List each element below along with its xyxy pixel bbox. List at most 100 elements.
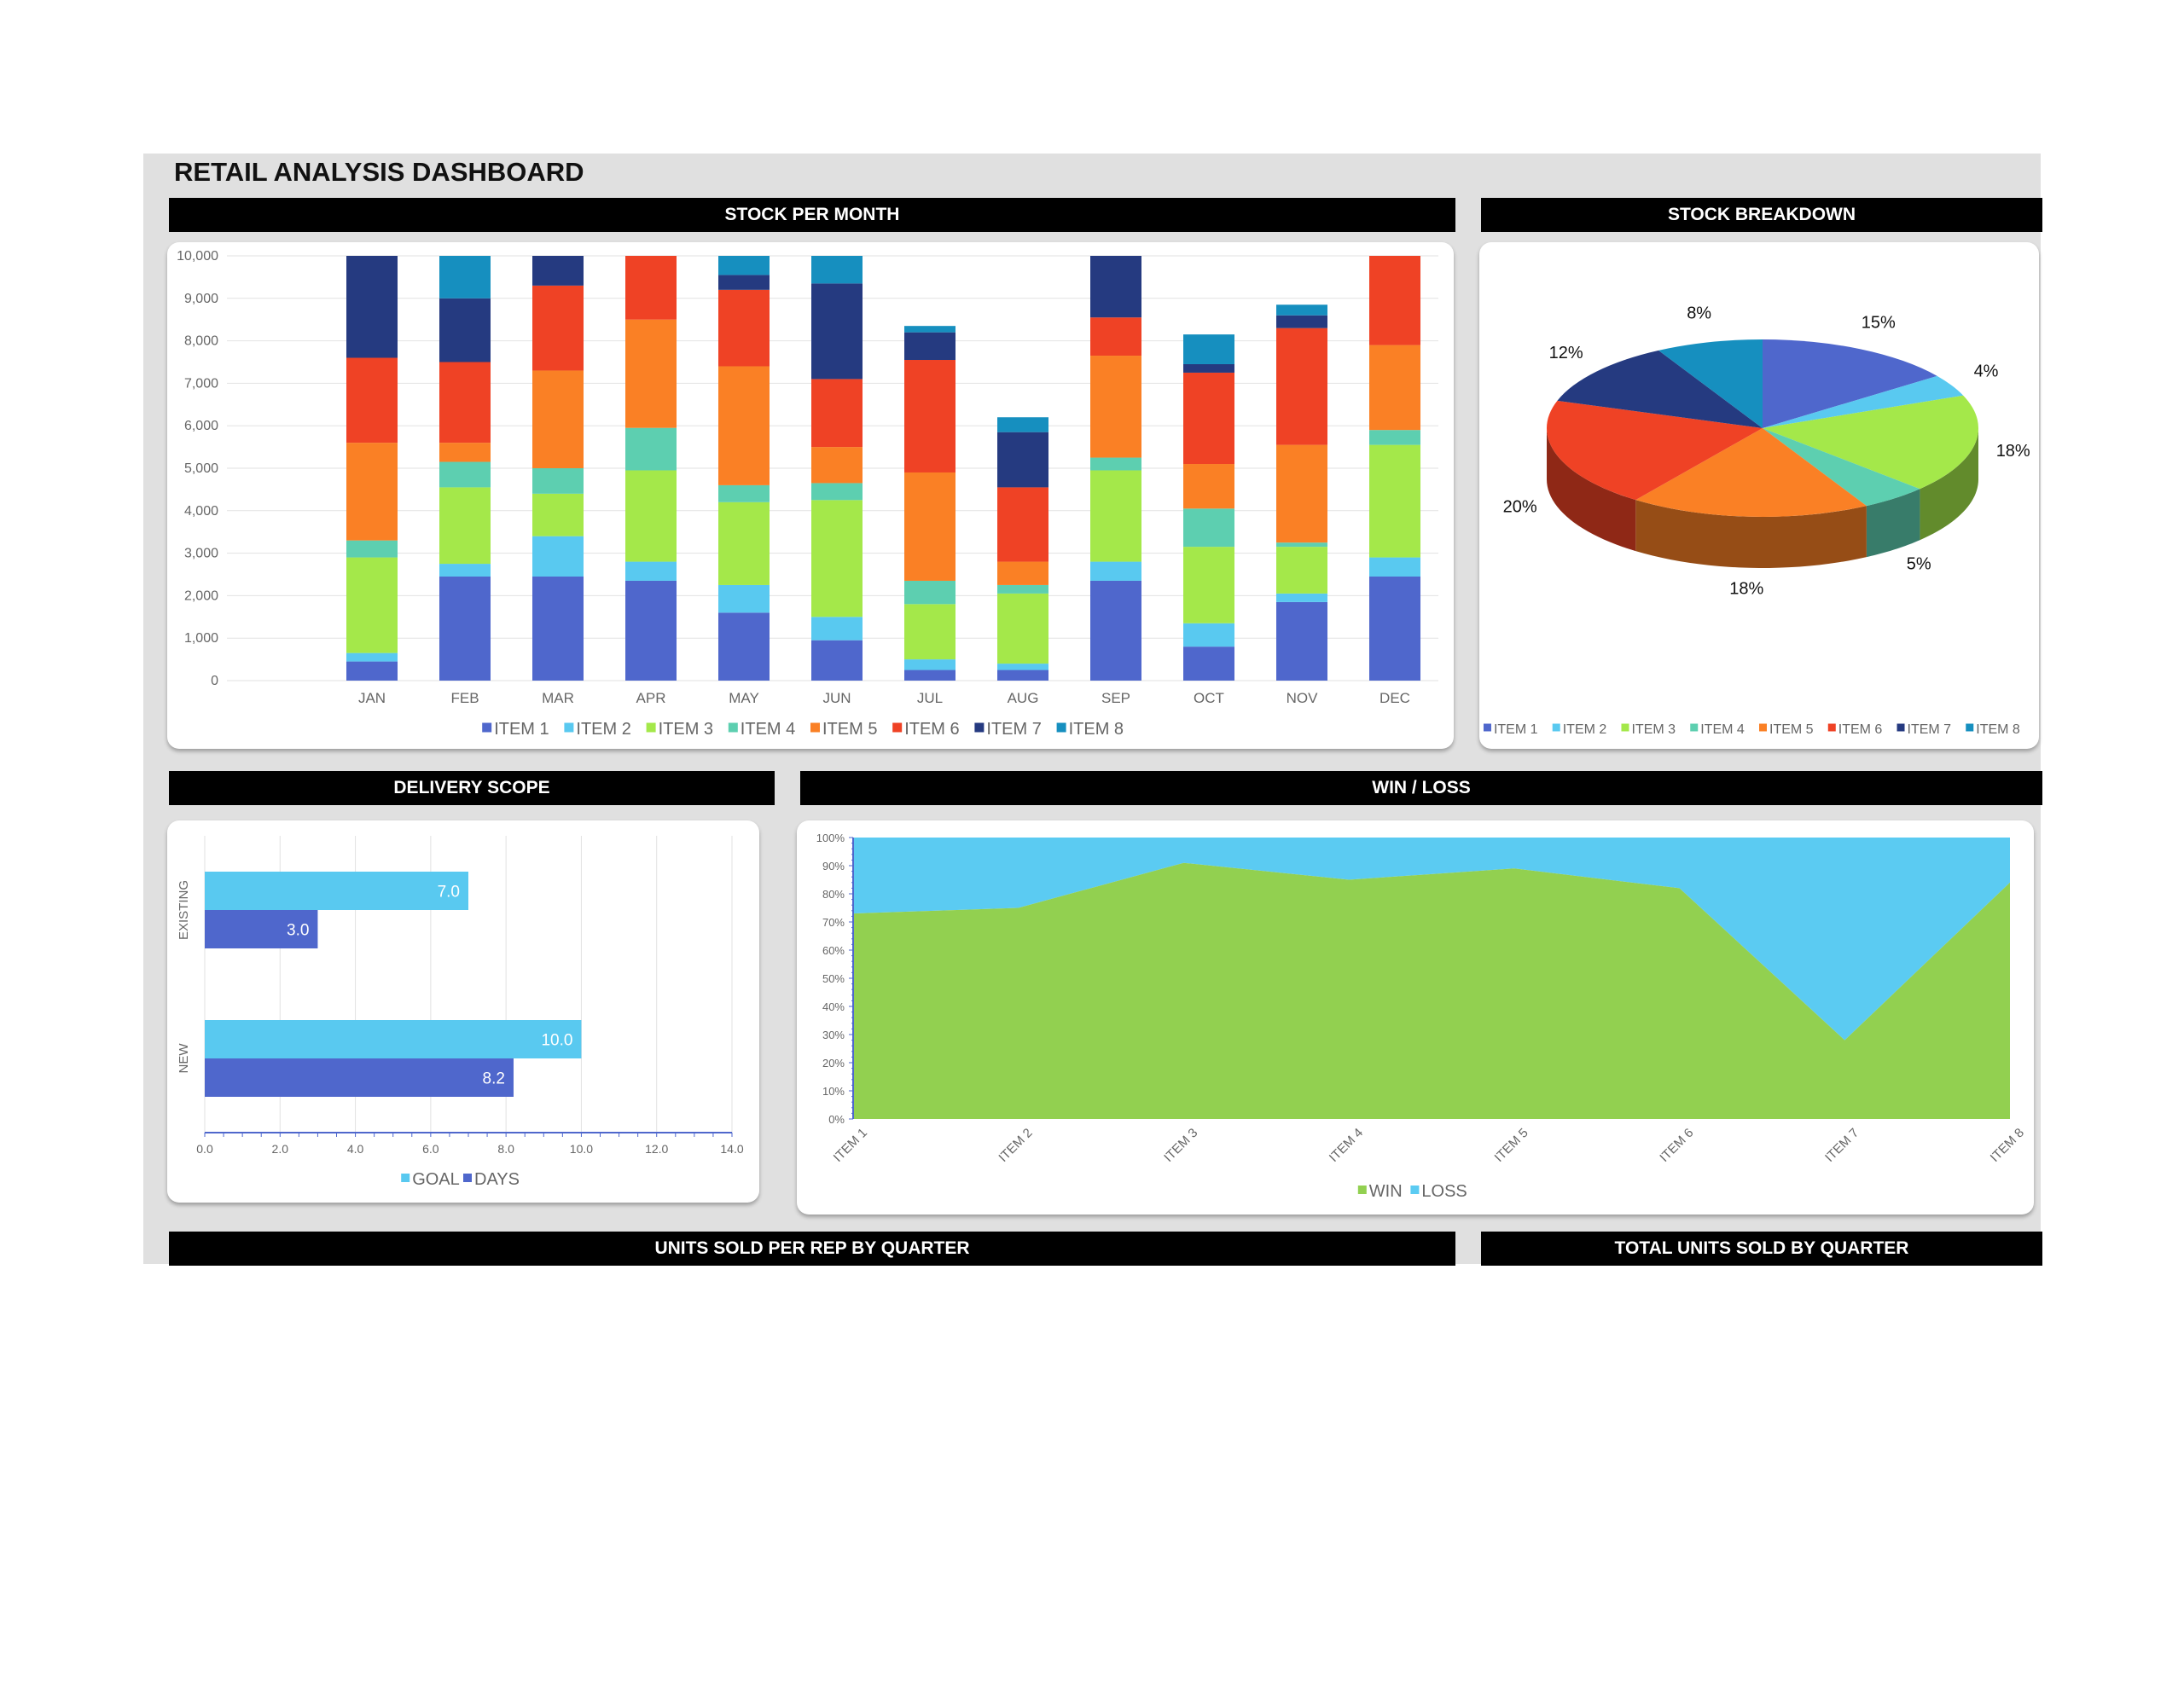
legend-label-item-1: ITEM 1 — [494, 720, 549, 739]
bar-segment — [1090, 317, 1141, 357]
legend-swatch-loss — [1410, 1186, 1420, 1194]
legend-label-win: WIN — [1369, 1182, 1403, 1201]
bar-segment — [1090, 561, 1141, 581]
y-tick-label: 30% — [822, 1029, 845, 1041]
win-loss-header: WIN / LOSS — [800, 771, 2042, 805]
stock-per-month-panel: 0 1,000 2,000 3,000 4,000 5,000 6,000 7,000 8,00… — [167, 242, 1454, 749]
bar-segment — [1090, 457, 1141, 471]
pie-slice-side — [1635, 500, 1867, 568]
bar-segment — [1183, 508, 1234, 548]
bar-segment — [439, 461, 491, 488]
y-tick-label: 80% — [822, 888, 845, 901]
legend-swatch-item-1 — [482, 722, 492, 733]
legend-label-item-7: ITEM 7 — [986, 720, 1041, 739]
bar-segment — [1183, 646, 1234, 681]
bar-segment — [1369, 256, 1420, 345]
bar-segment — [1276, 593, 1327, 602]
pie-data-label: 18% — [1729, 580, 1763, 599]
bar-segment — [718, 366, 770, 485]
bar-segment — [1183, 623, 1234, 647]
x-tick-label: FEB — [450, 690, 479, 706]
bar-segment — [718, 289, 770, 367]
delivery-scope-panel: 0.0 2.0 4.0 6.0 8.0 10.0 12.0 14.0 7.0 3.0 EXISTIN… — [167, 820, 759, 1203]
bar-segment — [997, 417, 1048, 432]
bar-segment — [811, 447, 863, 484]
legend-label-item-5: ITEM 5 — [1769, 722, 1814, 737]
bar-segment — [439, 576, 491, 681]
bar-segment — [904, 360, 956, 472]
bar-segment — [1090, 256, 1141, 318]
x-tick-label: ITEM 6 — [1657, 1126, 1696, 1165]
bar-segment — [532, 576, 584, 681]
bar-segment — [1183, 464, 1234, 509]
legend-swatch-item-2 — [1552, 723, 1560, 732]
bar-segment — [1276, 315, 1327, 328]
bar-segment — [439, 256, 491, 299]
bar-segment — [718, 275, 770, 290]
stock-per-month-header: STOCK PER MONTH — [169, 198, 1455, 232]
legend-swatch-item-3 — [1621, 723, 1629, 732]
win-loss-chart: 0% 10% 20% 30% 40% 50% 60% 70% 80% 90% 100% ITEM 1 I… — [816, 832, 2027, 1201]
y-category-label: EXISTING — [177, 880, 191, 940]
bar-data-label: 10.0 — [541, 1032, 572, 1050]
bar-segment — [904, 332, 956, 361]
bar-segment — [811, 256, 863, 284]
pie-data-label: 8% — [1687, 304, 1711, 322]
bar-segment — [439, 298, 491, 362]
pie-slice-side — [1920, 428, 1978, 541]
y-tick-label: 7,000 — [184, 376, 218, 391]
bar-segment — [532, 493, 584, 536]
bar-segment — [1369, 345, 1420, 431]
legend-label-item-3: ITEM 3 — [1631, 722, 1676, 737]
legend-label-goal: GOAL — [412, 1170, 460, 1189]
y-tick-label: 9,000 — [184, 292, 218, 306]
y-tick-label: 6,000 — [184, 419, 218, 433]
bar-segment — [1183, 372, 1234, 465]
stock-breakdown-chart: 15% 4% 18% 5% 18% 20% 12% 8% ITEM 1 ITEM 2 ITEM 3 I… — [1483, 304, 2030, 737]
x-tick-label: 6.0 — [422, 1142, 439, 1156]
y-tick-label: 8,000 — [184, 334, 218, 349]
legend-swatch-item-7 — [974, 722, 985, 733]
x-tick-label: ITEM 5 — [1492, 1126, 1531, 1165]
bar-segment — [718, 612, 770, 681]
bar-segment — [346, 256, 398, 358]
y-tick-label: 50% — [822, 972, 845, 985]
x-tick-label: ITEM 4 — [1327, 1126, 1366, 1165]
bar-segment — [1090, 356, 1141, 458]
bar-segment — [1276, 328, 1327, 445]
legend-label-item-7: ITEM 7 — [1908, 722, 1952, 737]
bar-segment — [904, 472, 956, 581]
pie-slice — [1547, 400, 1763, 501]
bar-segment — [811, 617, 863, 641]
bar-segment — [1276, 601, 1327, 681]
bar-segment — [532, 536, 584, 577]
bar-segment — [346, 357, 398, 443]
bar-segment — [997, 487, 1048, 562]
bar-segment — [1183, 334, 1234, 364]
x-tick-label: MAR — [542, 690, 574, 706]
x-tick-label: 14.0 — [720, 1142, 743, 1156]
legend-swatch-item-7 — [1896, 723, 1905, 732]
pie-slice — [1763, 339, 1937, 428]
x-tick-label: OCT — [1194, 690, 1224, 706]
bar-segment — [1090, 580, 1141, 681]
bar-segment — [904, 659, 956, 670]
legend-label-item-5: ITEM 5 — [822, 720, 877, 739]
x-tick-label: ITEM 7 — [1822, 1126, 1862, 1165]
bar-segment — [811, 500, 863, 617]
pie-slice-side — [1866, 489, 1920, 558]
x-tick-label: ITEM 1 — [831, 1126, 870, 1165]
win-loss-panel: 0% 10% 20% 30% 40% 50% 60% 70% 80% 90% 100% ITEM 1 I… — [797, 820, 2034, 1215]
bar-segment — [997, 432, 1048, 488]
legend-swatch-item-6 — [1827, 723, 1836, 732]
legend-label-days: DAYS — [474, 1170, 520, 1189]
bar-days — [205, 910, 318, 948]
y-tick-label: 10,000 — [177, 249, 218, 264]
bar-segment — [346, 661, 398, 681]
bar-segment — [904, 604, 956, 660]
delivery-scope-chart: 0.0 2.0 4.0 6.0 8.0 10.0 12.0 14.0 7.0 3.0 EXISTIN… — [177, 836, 744, 1189]
x-tick-label: 0.0 — [196, 1142, 213, 1156]
bar-segment — [439, 564, 491, 577]
bar-segment — [532, 256, 584, 286]
y-tick-label: 5,000 — [184, 461, 218, 476]
